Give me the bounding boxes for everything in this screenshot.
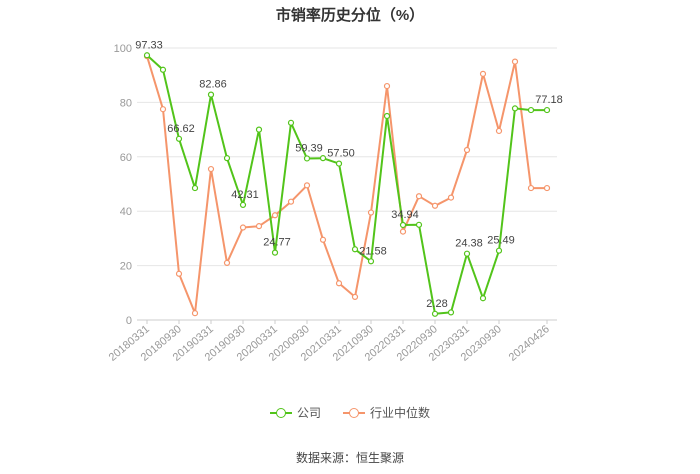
series-line-industry	[146, 55, 547, 315]
data-point-company	[447, 309, 455, 316]
data-point-company	[159, 66, 167, 73]
data-point-company	[543, 106, 551, 114]
data-point-company	[479, 295, 487, 302]
data-label: 25.49	[487, 235, 515, 247]
series-line-company	[146, 54, 547, 315]
data-point-company	[367, 258, 375, 265]
legend-company-label: 公司	[296, 406, 321, 420]
data-point-industry	[543, 184, 551, 192]
data-point-industry	[191, 310, 199, 317]
data-point-company	[527, 106, 535, 114]
data-point-company	[143, 52, 151, 59]
data-point-company	[415, 221, 423, 228]
data-point-company	[271, 249, 279, 256]
legend-item-industry[interactable]: 行业中位数	[343, 404, 430, 421]
data-point-company	[175, 135, 183, 142]
data-label: 34.94	[391, 209, 419, 221]
data-point-industry	[399, 228, 407, 235]
data-label: 66.62	[167, 123, 195, 135]
data-point-industry	[271, 212, 279, 219]
y-tick-label: 40	[120, 206, 132, 218]
y-tick-label: 100	[114, 43, 132, 55]
data-label: 57.50	[327, 148, 355, 160]
y-tick-label: 60	[120, 152, 132, 164]
data-point-industry	[319, 236, 327, 243]
data-label: 21.58	[359, 245, 387, 257]
legend-item-company[interactable]: 公司	[269, 404, 321, 421]
data-label: 24.77	[263, 237, 291, 249]
data-point-industry	[303, 182, 311, 189]
data-point-company	[191, 184, 199, 192]
data-point-industry	[463, 146, 471, 154]
data-point-industry	[223, 259, 231, 266]
data-point-company	[463, 250, 471, 257]
data-point-industry	[495, 127, 503, 135]
data-point-company	[303, 155, 311, 162]
data-point-industry	[383, 82, 391, 90]
data-point-industry	[527, 184, 535, 192]
data-point-industry	[335, 280, 343, 287]
data-label: 24.38	[455, 238, 483, 250]
data-point-company	[319, 155, 327, 162]
chart-title: 市销率历史分位（%）	[275, 7, 425, 24]
data-label: 59.39	[295, 142, 323, 154]
legend-company-swatch	[269, 407, 292, 418]
y-tick-label: 20	[120, 261, 132, 273]
data-point-company	[511, 105, 519, 112]
data-point-company	[207, 91, 215, 98]
data-point-industry	[415, 193, 423, 200]
data-label: 42.31	[231, 189, 259, 201]
data-point-company	[431, 310, 439, 317]
data-source-note: 数据来源：恒生聚源	[295, 451, 404, 465]
y-tick-label: 0	[126, 315, 132, 327]
x-tick-label: 20240426	[507, 323, 552, 364]
data-point-industry	[447, 194, 455, 201]
data-point-industry	[207, 165, 215, 173]
data-point-company	[383, 112, 391, 120]
data-point-industry	[479, 70, 487, 77]
data-label: 77.18	[535, 94, 563, 106]
data-label: 82.86	[199, 79, 227, 91]
data-label: 2.28	[426, 298, 447, 310]
data-point-industry	[239, 224, 247, 231]
data-point-industry	[367, 209, 375, 216]
data-point-industry	[175, 270, 183, 277]
data-point-industry	[511, 58, 519, 65]
data-point-industry	[255, 223, 263, 230]
data-point-company	[255, 126, 263, 133]
data-point-company	[399, 221, 407, 229]
data-point-industry	[287, 198, 295, 205]
data-point-company	[335, 160, 343, 167]
data-point-industry	[159, 106, 167, 113]
data-point-company	[495, 247, 503, 254]
legend-industry-swatch	[343, 407, 365, 418]
y-tick-label: 80	[120, 97, 132, 109]
data-point-industry	[351, 293, 359, 300]
data-point-company	[239, 201, 247, 209]
data-point-company	[223, 155, 231, 162]
data-point-company	[287, 119, 295, 126]
data-point-company	[351, 246, 359, 253]
data-label: 97.33	[135, 39, 163, 51]
legend-industry-label: 行业中位数	[370, 406, 431, 420]
data-point-industry	[431, 202, 439, 209]
legend: 公司 行业中位数	[0, 404, 700, 421]
